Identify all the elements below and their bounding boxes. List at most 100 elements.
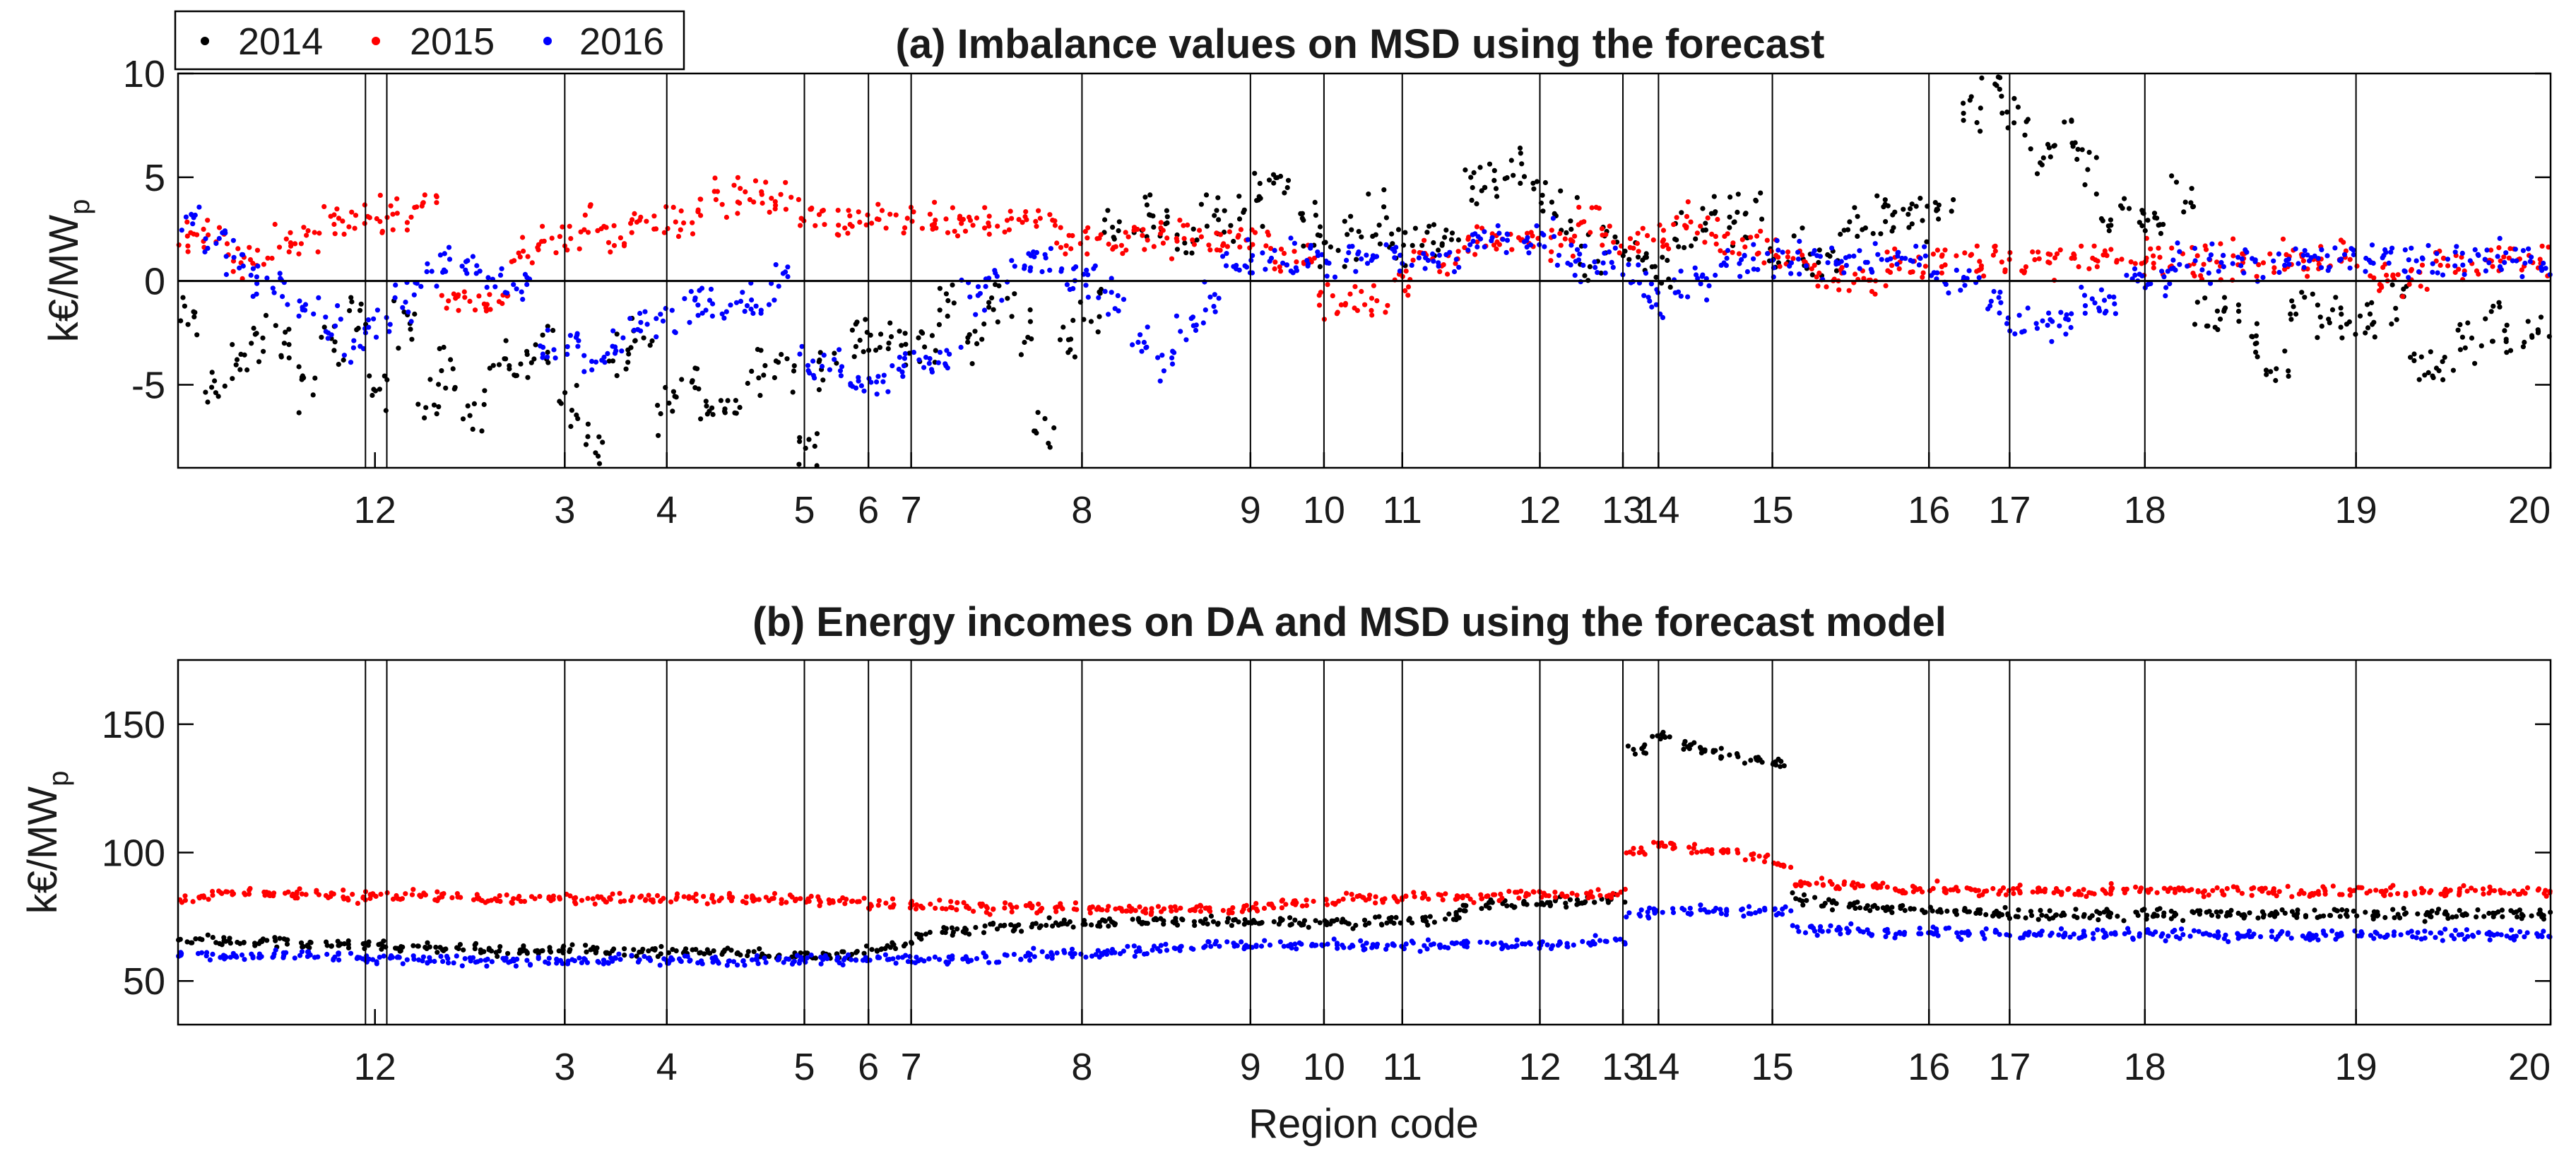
data-point [1345,232,1350,237]
data-point [1490,941,1496,947]
data-point [2524,930,2530,936]
data-point [424,269,430,275]
data-point [2132,266,2138,271]
data-point [1140,227,1146,232]
data-point [2003,892,2009,897]
data-point [2079,243,2084,249]
data-point [229,889,235,895]
data-point [613,344,618,350]
data-point [863,317,868,322]
data-point [192,310,198,315]
data-point [596,960,602,965]
x-tick-label: 13 [1602,1046,1644,1088]
data-point [1754,233,1760,239]
data-point [681,894,687,900]
data-point [1393,914,1399,920]
data-point [1988,298,1994,304]
data-point [2226,939,2231,945]
data-point [2204,909,2209,915]
data-point [1373,232,1378,237]
data-point [762,955,767,961]
data-point [772,890,778,897]
data-point [2445,263,2451,269]
data-point [1996,891,2002,897]
data-point [403,891,408,897]
data-point [205,245,211,251]
data-point [1288,942,1294,948]
data-point [952,228,957,234]
data-point [400,944,406,950]
data-point [199,937,205,943]
data-point [1383,946,1389,952]
data-point [1220,907,1226,914]
series-2015 [177,839,2553,917]
data-point [1936,202,1942,208]
data-point [305,943,311,949]
data-point [1836,287,1842,293]
data-point [2034,326,2040,331]
data-point [2210,888,2216,893]
data-point [1788,864,1794,870]
data-point [1816,270,1822,276]
data-point [783,206,788,212]
data-point [1855,926,1861,932]
data-point [967,214,972,220]
data-point [565,961,571,967]
data-point [693,891,699,897]
data-point [1518,180,1523,186]
data-point [749,368,755,375]
data-point [2529,333,2535,338]
data-point [2104,907,2110,912]
data-point [1316,302,1323,308]
data-point [1251,917,1256,924]
data-point [695,302,701,308]
data-point [281,341,287,346]
data-point [2459,250,2465,256]
data-point [213,240,219,247]
data-point [1042,416,1048,422]
data-point [2319,324,2324,329]
data-point [1002,905,1008,911]
data-point [877,345,882,350]
data-point [818,961,824,967]
data-point [1421,890,1426,896]
data-point [1943,281,1949,287]
data-point [1557,230,1563,237]
data-point [1285,177,1292,183]
data-point [261,261,266,267]
data-point [1600,242,1605,248]
data-point [1342,264,1347,269]
data-point [2145,281,2151,287]
data-point [565,344,570,350]
data-point [379,946,384,952]
data-point [897,329,902,334]
data-point [865,212,870,218]
data-point [762,363,768,369]
data-point [1292,917,1298,923]
data-point [756,375,762,381]
data-point [488,948,495,954]
data-point [619,348,625,354]
data-point [1096,904,1101,910]
data-point [967,931,972,937]
data-point [1346,250,1352,256]
data-point [1449,230,1455,236]
data-point [242,957,247,962]
data-point [1036,208,1041,213]
data-point [897,355,902,360]
data-point [1362,302,1368,307]
data-point [1362,946,1368,952]
data-point [482,388,488,394]
data-point [1044,953,1051,959]
data-point [1735,752,1740,758]
data-point [1624,850,1629,856]
data-point [235,246,241,252]
data-point [1158,909,1164,914]
data-point [1208,943,1214,949]
data-point [814,431,820,437]
data-point [2093,191,2099,197]
data-point [1470,232,1475,237]
data-point [1088,319,1094,324]
data-point [847,213,853,218]
data-point [887,904,893,910]
